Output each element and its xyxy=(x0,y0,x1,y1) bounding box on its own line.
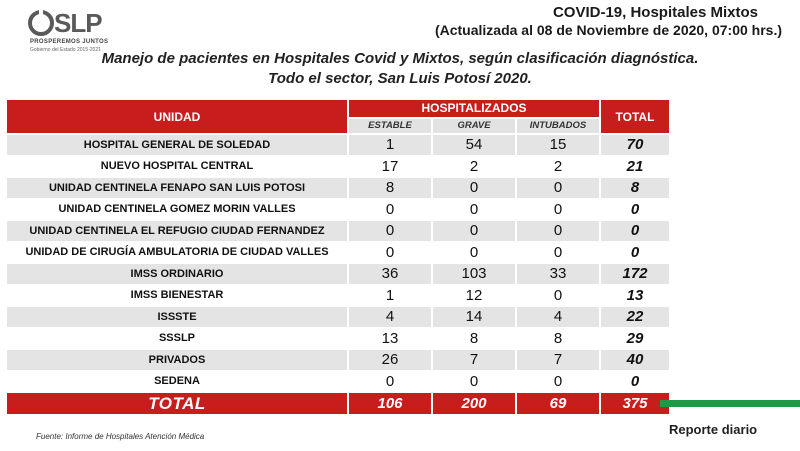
grave-count: 14 xyxy=(433,307,515,327)
unit-name: SEDENA xyxy=(7,371,347,391)
row-total: 13 xyxy=(601,285,669,305)
intubated-count: 2 xyxy=(517,156,599,176)
stable-count: 13 xyxy=(349,328,431,348)
logo-tagline: PROSPEREMOS JUNTOS xyxy=(30,39,109,45)
subtitle-line-2: Todo el sector, San Luis Potosí 2020. xyxy=(268,70,532,87)
header-unit: UNIDAD xyxy=(7,100,347,133)
table-row: UNIDAD DE CIRUGÍA AMBULATORIA DE CIUDAD … xyxy=(7,242,669,262)
stable-count: 26 xyxy=(349,350,431,370)
source-note: Fuente: Informe de Hospitales Atención M… xyxy=(36,432,205,441)
stable-count: 1 xyxy=(349,285,431,305)
header-grave: GRAVE xyxy=(433,118,515,133)
unit-name: UNIDAD DE CIRUGÍA AMBULATORIA DE CIUDAD … xyxy=(7,242,347,262)
stable-count: 8 xyxy=(349,178,431,198)
row-total: 40 xyxy=(601,350,669,370)
stable-count: 36 xyxy=(349,264,431,284)
stable-count: 0 xyxy=(349,242,431,262)
total-intubated: 69 xyxy=(517,393,599,414)
stable-count: 17 xyxy=(349,156,431,176)
grave-count: 12 xyxy=(433,285,515,305)
grave-count: 0 xyxy=(433,199,515,219)
unit-name: UNIDAD CENTINELA FENAPO SAN LUIS POTOSI xyxy=(7,178,347,198)
header-hospitalized: HOSPITALIZADOS xyxy=(349,100,599,117)
header-stable: ESTABLE xyxy=(349,118,431,133)
stable-count: 1 xyxy=(349,135,431,155)
row-total: 8 xyxy=(601,178,669,198)
row-total: 29 xyxy=(601,328,669,348)
stable-count: 0 xyxy=(349,221,431,241)
stable-count: 0 xyxy=(349,371,431,391)
grave-count: 2 xyxy=(433,156,515,176)
intubated-count: 0 xyxy=(517,242,599,262)
header-total: TOTAL xyxy=(601,100,669,133)
accent-bar xyxy=(660,400,800,407)
intubated-count: 0 xyxy=(517,371,599,391)
row-total: 70 xyxy=(601,135,669,155)
totals-row: TOTAL 106 200 69 375 xyxy=(7,393,669,414)
row-total: 0 xyxy=(601,371,669,391)
table-row: UNIDAD CENTINELA GOMEZ MORIN VALLES 0 0 … xyxy=(7,199,669,219)
hospital-table: UNIDAD HOSPITALIZADOS TOTAL ESTABLE GRAV… xyxy=(5,98,671,416)
row-total: 21 xyxy=(601,156,669,176)
grave-count: 103 xyxy=(433,264,515,284)
logo-text: SLP xyxy=(54,8,103,38)
daily-report-label: Reporte diario xyxy=(669,422,758,437)
grave-count: 0 xyxy=(433,221,515,241)
total-grave: 200 xyxy=(433,393,515,414)
unit-name: UNIDAD CENTINELA EL REFUGIO CIUDAD FERNA… xyxy=(7,221,347,241)
subtitle-line-1: Manejo de pacientes en Hospitales Covid … xyxy=(101,50,699,67)
unit-name: HOSPITAL GENERAL DE SOLEDAD xyxy=(7,135,347,155)
grave-count: 0 xyxy=(433,178,515,198)
table-row: UNIDAD CENTINELA FENAPO SAN LUIS POTOSI … xyxy=(7,178,669,198)
grave-count: 0 xyxy=(433,371,515,391)
intubated-count: 0 xyxy=(517,199,599,219)
unit-name: PRIVADOS xyxy=(7,350,347,370)
table-row: IMSS ORDINARIO 36 103 33 172 xyxy=(7,264,669,284)
table-row: PRIVADOS 26 7 7 40 xyxy=(7,350,669,370)
update-timestamp: (Actualizada al 08 de Noviembre de 2020,… xyxy=(434,22,782,38)
stable-count: 4 xyxy=(349,307,431,327)
row-total: 0 xyxy=(601,199,669,219)
grave-count: 8 xyxy=(433,328,515,348)
table-row: SSSLP 13 8 8 29 xyxy=(7,328,669,348)
row-total: 0 xyxy=(601,242,669,262)
table-row: UNIDAD CENTINELA EL REFUGIO CIUDAD FERNA… xyxy=(7,221,669,241)
table-row: HOSPITAL GENERAL DE SOLEDAD 1 54 15 70 xyxy=(7,135,669,155)
slp-logo: SLP PROSPEREMOS JUNTOS Gobierno del Esta… xyxy=(28,8,118,56)
intubated-count: 0 xyxy=(517,285,599,305)
totals-label: TOTAL xyxy=(7,393,347,414)
intubated-count: 8 xyxy=(517,328,599,348)
grave-count: 54 xyxy=(433,135,515,155)
table-row: SEDENA 0 0 0 0 xyxy=(7,371,669,391)
intubated-count: 4 xyxy=(517,307,599,327)
header-intubated: INTUBADOS xyxy=(517,118,599,133)
grave-count: 0 xyxy=(433,242,515,262)
unit-name: NUEVO HOSPITAL CENTRAL xyxy=(7,156,347,176)
unit-name: IMSS ORDINARIO xyxy=(7,264,347,284)
unit-name: SSSLP xyxy=(7,328,347,348)
row-total: 172 xyxy=(601,264,669,284)
table-row: IMSS BIENESTAR 1 12 0 13 xyxy=(7,285,669,305)
table-row: NUEVO HOSPITAL CENTRAL 17 2 2 21 xyxy=(7,156,669,176)
logo-subline: Gobierno del Estado 2015-2021 xyxy=(30,47,101,53)
unit-name: IMSS BIENESTAR xyxy=(7,285,347,305)
row-total: 0 xyxy=(601,221,669,241)
row-total: 22 xyxy=(601,307,669,327)
slp-logo-mark-icon xyxy=(28,10,54,36)
page-title: COVID-19, Hospitales Mixtos xyxy=(552,4,758,21)
unit-name: UNIDAD CENTINELA GOMEZ MORIN VALLES xyxy=(7,199,347,219)
stable-count: 0 xyxy=(349,199,431,219)
total-stable: 106 xyxy=(349,393,431,414)
table-row: ISSSTE 4 14 4 22 xyxy=(7,307,669,327)
intubated-count: 15 xyxy=(517,135,599,155)
intubated-count: 0 xyxy=(517,178,599,198)
grave-count: 7 xyxy=(433,350,515,370)
unit-name: ISSSTE xyxy=(7,307,347,327)
intubated-count: 7 xyxy=(517,350,599,370)
intubated-count: 0 xyxy=(517,221,599,241)
grand-total: 375 xyxy=(601,393,669,414)
intubated-count: 33 xyxy=(517,264,599,284)
